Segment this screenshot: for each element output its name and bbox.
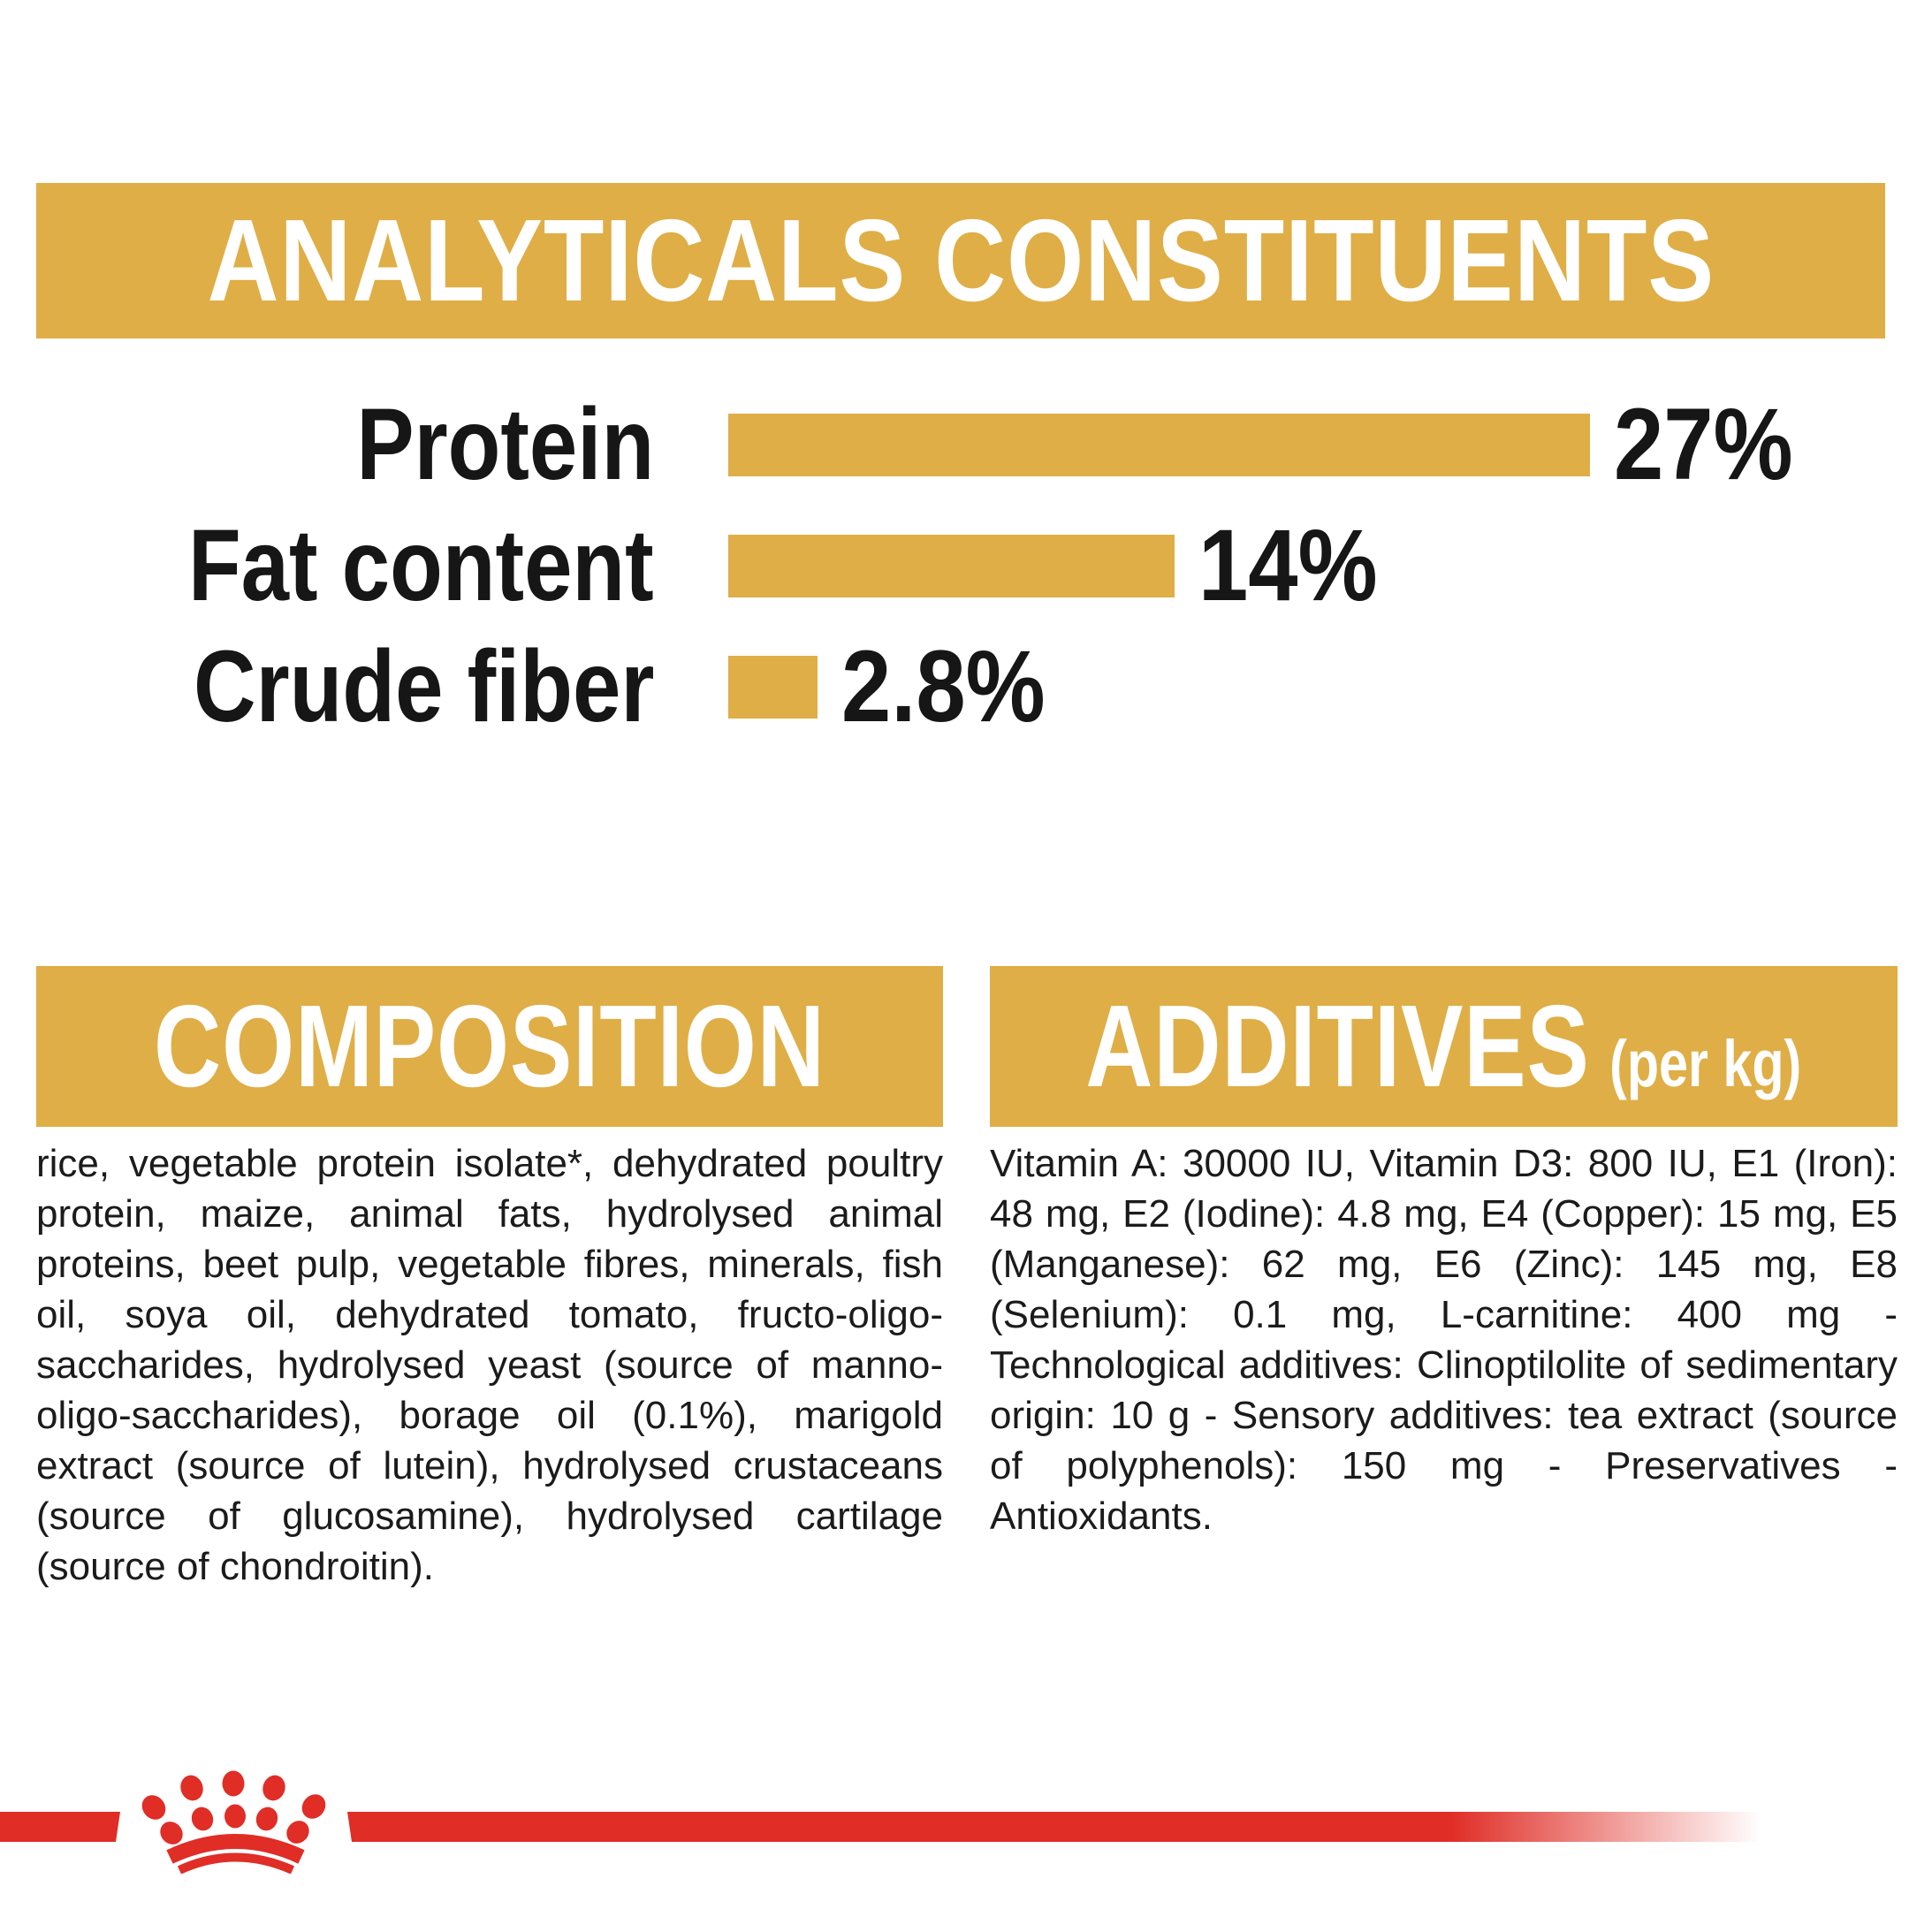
bar-fat-content bbox=[728, 535, 1175, 597]
composition-body-text: rice, vegetable protein isolate*, dehydr… bbox=[36, 1142, 943, 1588]
bar-protein bbox=[728, 414, 1590, 476]
bar-value-protein: 27% bbox=[1614, 388, 1793, 501]
bar-label-crude-fiber: Crude fiber bbox=[193, 630, 654, 743]
bar-label-protein: Protein bbox=[356, 388, 654, 501]
bar-label-fat-content: Fat content bbox=[188, 509, 654, 622]
chart-row-fat-content: Fat content 14% bbox=[0, 515, 1932, 617]
bar-crude-fiber bbox=[728, 656, 818, 719]
bar-value-fat-content: 14% bbox=[1198, 509, 1378, 622]
page-title: ANALYTICALS CONSTITUENTS bbox=[207, 195, 1715, 325]
additives-title-suffix: (per kg) bbox=[1609, 1027, 1802, 1100]
red-line-left-segment bbox=[0, 1812, 120, 1842]
analyticals-title-banner: ANALYTICALS CONSTITUENTS bbox=[36, 183, 1885, 338]
additives-title: ADDITIVES bbox=[1085, 981, 1590, 1111]
additives-title-banner: ADDITIVES (per kg) bbox=[990, 966, 1898, 1127]
red-line-right-segment bbox=[347, 1812, 1761, 1842]
additives-body-text: Vitamin A: 30000 IU, Vitamin D3: 800 IU,… bbox=[990, 1142, 1898, 1538]
chart-row-protein: Protein 27% bbox=[0, 394, 1932, 496]
bar-value-crude-fiber: 2.8% bbox=[841, 630, 1046, 743]
chart-row-crude-fiber: Crude fiber 2.8% bbox=[0, 636, 1932, 738]
composition-title-banner: COMPOSITION bbox=[36, 966, 943, 1127]
royal-canin-crown-logo-icon bbox=[141, 1770, 326, 1874]
composition-title: COMPOSITION bbox=[154, 981, 825, 1111]
additives-title-group: ADDITIVES (per kg) bbox=[1086, 988, 1802, 1105]
